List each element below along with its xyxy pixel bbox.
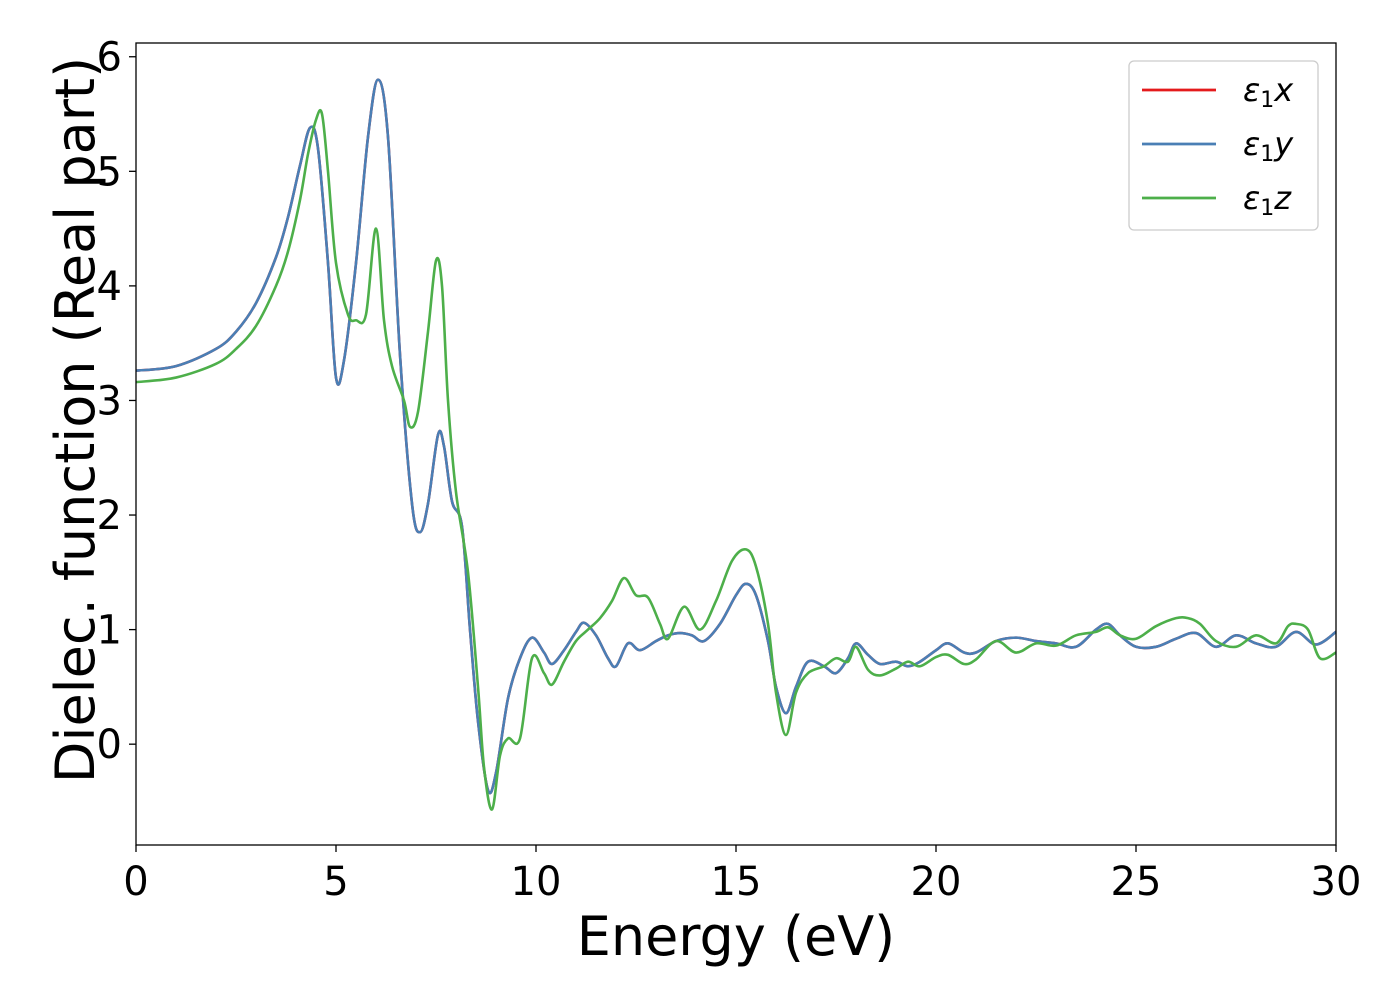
y-axis-title: Dielec. function (Real part) <box>44 57 107 783</box>
legend-label-1: ε1x <box>1243 71 1294 113</box>
y-tick-label: 0 <box>97 722 122 768</box>
x-tick-label: 30 <box>1311 859 1362 905</box>
x-tick-label: 10 <box>511 859 562 905</box>
legend: ε1x ε1y ε1z <box>1128 60 1319 231</box>
y-tick-label: 6 <box>97 35 122 81</box>
y-tick-label: 1 <box>97 608 122 654</box>
x-tick-label: 5 <box>323 859 348 905</box>
y-tick-label: 3 <box>97 378 122 424</box>
y-tick-label: 4 <box>97 264 122 310</box>
series-line-2 <box>136 78 1336 795</box>
axis-ticks: 0 5 10 15 20 25 30 0 1 2 3 4 5 6 <box>97 35 1362 905</box>
legend-label-3: ε1z <box>1243 179 1292 221</box>
x-tick-label: 0 <box>123 859 148 905</box>
x-axis-title: Energy (eV) <box>577 905 896 968</box>
y-tick-label: 2 <box>97 493 122 539</box>
y-tick-label: 5 <box>97 149 122 195</box>
x-tick-label: 25 <box>1111 859 1162 905</box>
x-tick-label: 15 <box>711 859 762 905</box>
x-tick-label: 20 <box>911 859 962 905</box>
legend-label-2: ε1y <box>1243 125 1294 167</box>
series-line-3 <box>136 109 1336 811</box>
series-lines <box>136 78 1336 811</box>
legend-box <box>1128 60 1319 231</box>
